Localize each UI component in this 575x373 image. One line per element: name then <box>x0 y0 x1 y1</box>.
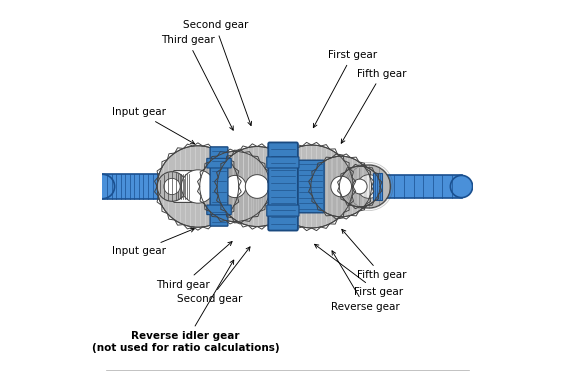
FancyBboxPatch shape <box>267 157 299 168</box>
Text: Input gear: Input gear <box>112 107 194 144</box>
Circle shape <box>311 156 371 217</box>
Circle shape <box>450 175 473 198</box>
Text: Fifth gear: Fifth gear <box>341 69 407 143</box>
FancyBboxPatch shape <box>267 205 299 216</box>
Text: First gear: First gear <box>315 244 402 297</box>
FancyBboxPatch shape <box>102 174 171 199</box>
Circle shape <box>157 146 239 227</box>
FancyBboxPatch shape <box>174 170 193 203</box>
FancyBboxPatch shape <box>207 159 231 168</box>
Circle shape <box>300 175 323 198</box>
Text: Input gear: Input gear <box>112 228 194 256</box>
Text: Third gear: Third gear <box>160 35 233 130</box>
Circle shape <box>246 175 269 198</box>
FancyBboxPatch shape <box>207 205 231 214</box>
Circle shape <box>331 176 351 197</box>
Circle shape <box>339 166 380 207</box>
Circle shape <box>347 165 390 208</box>
Circle shape <box>224 175 246 198</box>
Text: First gear: First gear <box>313 50 377 128</box>
Text: Second gear: Second gear <box>177 247 250 304</box>
Circle shape <box>352 179 367 194</box>
FancyBboxPatch shape <box>171 180 369 193</box>
Text: Fifth gear: Fifth gear <box>342 229 407 280</box>
Circle shape <box>270 145 353 228</box>
Circle shape <box>217 147 297 226</box>
Text: Third gear: Third gear <box>156 242 232 289</box>
FancyBboxPatch shape <box>210 147 228 226</box>
Circle shape <box>164 178 180 195</box>
FancyBboxPatch shape <box>297 160 324 213</box>
Text: Reverse gear: Reverse gear <box>331 251 400 312</box>
FancyBboxPatch shape <box>373 173 382 200</box>
Circle shape <box>157 172 187 201</box>
Circle shape <box>357 175 381 198</box>
FancyBboxPatch shape <box>269 142 298 231</box>
Text: Reverse idler gear
(not used for ratio calculations): Reverse idler gear (not used for ratio c… <box>92 260 279 353</box>
Circle shape <box>90 174 114 199</box>
Circle shape <box>200 151 270 222</box>
Circle shape <box>181 170 214 203</box>
Text: Second gear: Second gear <box>183 21 252 126</box>
FancyBboxPatch shape <box>356 175 462 198</box>
